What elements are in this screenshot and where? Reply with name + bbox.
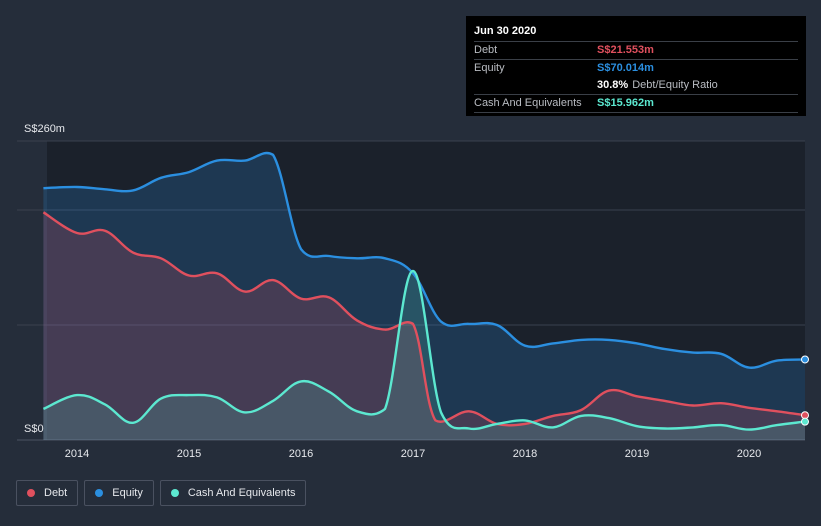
tooltip-value-debt: S$21.553m [597, 44, 654, 56]
tooltip-row-cash: Cash And Equivalents S$15.962m [474, 95, 798, 113]
x-tick-label: 2018 [513, 448, 537, 460]
tooltip-label: Equity [474, 62, 505, 74]
line-debt [42, 211, 806, 427]
marker-layer [801, 355, 809, 426]
tooltip-date: Jun 30 2020 [474, 24, 798, 42]
tooltip-value-ratio: 30.8% [597, 79, 629, 91]
tooltip-label: Cash And Equivalents [474, 97, 582, 109]
y-tick-label: S$260m [24, 123, 65, 135]
tooltip-panel: Jun 30 2020 Debt S$21.553m Equity S$70.0… [466, 16, 806, 116]
x-tick-label: 2016 [289, 448, 313, 460]
x-tick-label: 2017 [401, 448, 425, 460]
legend-item-equity[interactable]: Equity [84, 480, 154, 506]
x-tick-label: 2015 [177, 448, 201, 460]
end-marker-equity [801, 355, 809, 364]
tooltip-row-ratio: 30.8% Debt/Equity Ratio [474, 77, 798, 95]
legend: Debt Equity Cash And Equivalents [16, 480, 307, 506]
tooltip-value-equity: S$70.014m [597, 62, 654, 74]
area-equity [43, 152, 805, 440]
x-tick-label: 2014 [65, 448, 89, 460]
legend-dot-equity [95, 489, 104, 497]
legend-label: Equity [112, 487, 143, 499]
axis-layer: S$260m S$0 2014 2015 2016 2017 2018 2019 2020 [24, 123, 761, 460]
legend-dot-cash [170, 489, 179, 497]
tooltip-row-equity: Equity S$70.014m [474, 60, 798, 77]
legend-item-cash[interactable]: Cash And Equivalents [159, 480, 307, 506]
x-tick-label: 2019 [625, 448, 649, 460]
tooltip-row-debt: Debt S$21.553m [474, 42, 798, 60]
legend-dot-debt [27, 489, 35, 497]
legend-label: Debt [44, 487, 68, 499]
y-tick-label: S$0 [24, 423, 44, 435]
legend-label: Cash And Equivalents [187, 487, 296, 499]
tooltip-ratio-label: Debt/Equity Ratio [632, 79, 718, 91]
tooltip-label [474, 77, 597, 94]
tooltip-label: Debt [474, 44, 498, 56]
tooltip-value-cash: S$15.962m [597, 97, 654, 109]
line-cash [42, 269, 806, 431]
end-marker-cash [801, 417, 809, 426]
area-debt [43, 212, 805, 440]
series-layer [42, 151, 806, 440]
area-cash [43, 270, 805, 440]
line-equity [43, 151, 806, 369]
x-tick-label: 2020 [737, 448, 761, 460]
legend-item-debt[interactable]: Debt [16, 480, 79, 506]
